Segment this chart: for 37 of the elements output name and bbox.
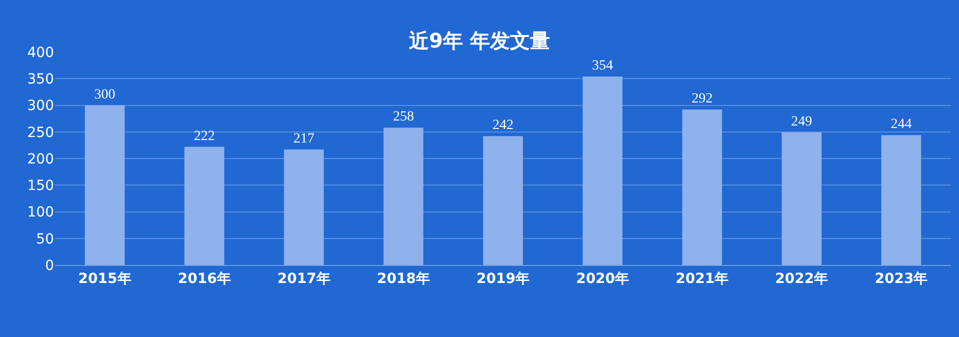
data-label: 258	[392, 110, 414, 125]
y-tick-label: 150	[27, 178, 54, 194]
data-label: 292	[692, 92, 713, 107]
bar	[682, 110, 722, 265]
bar	[284, 149, 324, 265]
data-label: 244	[890, 117, 912, 132]
bar	[184, 146, 224, 265]
bar	[483, 136, 523, 265]
bar	[582, 76, 622, 265]
y-tick-label: 300	[27, 98, 54, 114]
bar	[84, 105, 125, 265]
data-label: 242	[492, 118, 514, 134]
data-label: 300	[94, 87, 116, 102]
y-tick-label: 100	[27, 204, 54, 221]
x-tick-label: 2015年	[78, 270, 132, 287]
x-tick-label: 2023年	[874, 270, 928, 287]
y-tick-label: 350	[27, 72, 54, 88]
x-tick-label: 2017年	[277, 270, 330, 287]
y-tick-label: 250	[27, 124, 54, 141]
y-tick-label: 400	[27, 44, 54, 61]
bar	[384, 128, 424, 265]
x-tick-label: 2020年	[576, 270, 630, 287]
x-tick-label: 2018年	[376, 270, 430, 287]
x-tick-label: 2022年	[775, 270, 828, 287]
data-label: 217	[293, 131, 314, 146]
y-tick-label: 50	[36, 231, 54, 248]
bar	[881, 135, 922, 265]
data-label: 249	[791, 114, 812, 130]
data-label: 354	[592, 58, 614, 74]
x-tick-label: 2021年	[676, 270, 729, 287]
x-tick-label: 2019年	[476, 270, 530, 287]
data-label: 222	[194, 128, 215, 144]
chart-title: 近9年 年发文量	[408, 28, 550, 52]
y-tick-label: 200	[27, 151, 54, 168]
y-tick-label: 0	[45, 258, 54, 274]
x-tick-label: 2016年	[178, 270, 231, 287]
bar	[782, 132, 822, 265]
